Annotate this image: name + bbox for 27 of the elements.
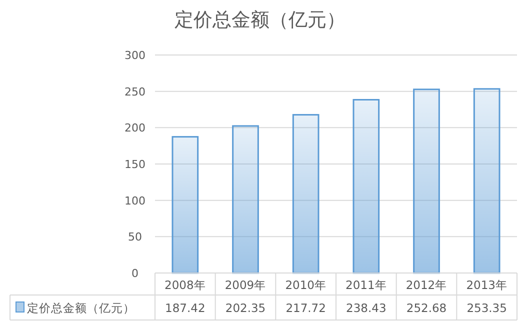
legend-label: 定价总金额（亿元） — [27, 301, 135, 315]
data-label: 202.35 — [225, 301, 266, 315]
data-label: 187.42 — [165, 301, 206, 315]
bar — [473, 88, 500, 274]
y-tick-label: 0 — [132, 267, 138, 280]
bar — [292, 114, 320, 274]
data-label: 217.72 — [286, 301, 326, 315]
data-label: 252.68 — [406, 301, 447, 315]
x-tick-label: 2009年 — [224, 278, 266, 292]
data-label: 238.43 — [346, 301, 386, 315]
data-label: 253.35 — [466, 301, 507, 315]
x-tick-label: 2011年 — [346, 278, 387, 292]
y-tick-label: 100 — [124, 194, 146, 208]
y-tick-label: 200 — [124, 122, 146, 135]
chart-title: 定价总金额（亿元） — [174, 9, 346, 31]
x-tick-label: 2008年 — [164, 278, 206, 292]
y-tick-label: 150 — [124, 158, 146, 171]
bar — [172, 136, 199, 274]
x-tick-label: 2013年 — [466, 278, 508, 292]
bar — [352, 98, 380, 274]
y-tick-label: 250 — [124, 85, 146, 98]
x-tick-label: 2010年 — [285, 278, 326, 292]
bar — [232, 125, 259, 274]
x-tick-label: 2012年 — [406, 278, 448, 292]
bar — [413, 88, 440, 274]
y-tick-label: 300 — [124, 49, 146, 62]
y-tick-label: 50 — [128, 230, 142, 244]
